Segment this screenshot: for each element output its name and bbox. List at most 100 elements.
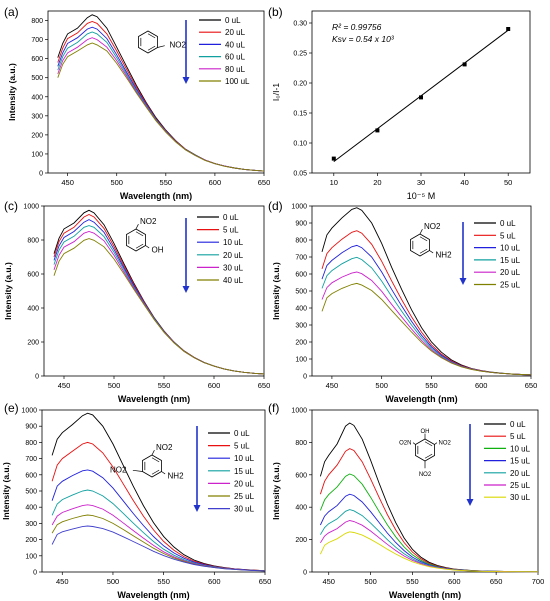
x-tick-label: 550 xyxy=(425,381,438,390)
y-tick-label: 700 xyxy=(31,37,43,44)
y-tick-label: 0.10 xyxy=(293,141,307,148)
legend-label: 10 uL xyxy=(234,454,255,463)
legend-label: 0 uL xyxy=(510,420,526,429)
ring-double-bond xyxy=(151,469,160,475)
y-tick-label: 800 xyxy=(27,238,39,245)
series-line-5 xyxy=(51,514,266,572)
y-axis-label: Intensity (a.u.) xyxy=(3,262,13,320)
panel-label: (d) xyxy=(268,199,283,213)
y-axis-label: I₀/I-1 xyxy=(271,83,281,101)
chart-panel-b: (b) 10 20 30 40 50 0.05 0.10 0.15 0.20 0.25 0.30 10⁻… xyxy=(268,5,531,201)
y-tick-label: 500 xyxy=(31,75,43,82)
x-tick-label: 30 xyxy=(417,178,425,187)
panel-label: (e) xyxy=(4,401,19,415)
quench-arrow-head xyxy=(182,77,190,84)
ksv-annotation: Ksv = 0.54 x 10³ xyxy=(332,34,395,44)
legend-label: 20 uL xyxy=(223,251,244,260)
y-tick-label: 100 xyxy=(295,357,307,364)
substituent-bond xyxy=(151,450,155,456)
y-tick-label: 500 xyxy=(295,289,307,296)
molecule-structure: NO2 NO2 NH2 xyxy=(110,443,184,481)
substituent-bond xyxy=(145,245,150,249)
quench-arrow-head xyxy=(193,505,201,512)
legend-label: 10 uL xyxy=(223,238,244,247)
substituent-bond xyxy=(135,224,139,230)
y-tick-label: 200 xyxy=(25,537,37,544)
plot-frame xyxy=(311,409,539,573)
y-tick-label: 600 xyxy=(27,272,39,279)
legend-label: 60 uL xyxy=(225,53,246,62)
x-tick-label: 600 xyxy=(209,178,222,187)
quench-arrow-head xyxy=(182,286,190,293)
x-axis-label: Wavelength (nm) xyxy=(117,590,189,600)
ring-double-bond xyxy=(419,248,428,254)
y-tick-label: 800 xyxy=(25,440,37,447)
y-tick-label: 1000 xyxy=(291,408,307,415)
chart-panel-a: (a) 450 500 550 600 650 0 100 200 300 400 500 600 700… xyxy=(4,5,270,201)
substituent-label: NH2 xyxy=(168,472,185,481)
x-tick-label: 500 xyxy=(110,178,123,187)
y-axis-label: Intensity (a.u.) xyxy=(271,262,281,320)
legend-label: 0 uL xyxy=(234,429,250,438)
y-tick-label: 200 xyxy=(295,537,307,544)
x-axis-label: Wavelength (nm) xyxy=(118,394,190,404)
legend-label: 30 uL xyxy=(510,493,531,502)
x-tick-label: 500 xyxy=(108,381,121,390)
panel-label: (f) xyxy=(268,401,279,415)
legend-label: 20 uL xyxy=(500,268,521,277)
y-tick-label: 0.05 xyxy=(293,171,307,178)
ring-double-bond xyxy=(135,243,144,249)
substituent-label: NH2 xyxy=(436,251,453,260)
y-tick-label: 500 xyxy=(25,489,37,496)
y-tick-label: 200 xyxy=(27,340,39,347)
substituent-label: O2N xyxy=(399,441,411,447)
ring-double-bond xyxy=(419,236,428,242)
legend-label: 0 uL xyxy=(500,219,516,228)
x-tick-label: 550 xyxy=(406,577,419,586)
x-tick-label: 550 xyxy=(160,178,173,187)
x-tick-label: 650 xyxy=(490,577,503,586)
y-tick-label: 800 xyxy=(295,238,307,245)
x-axis-label: Wavelength (nm) xyxy=(385,394,457,404)
x-tick-label: 650 xyxy=(258,178,271,187)
y-tick-label: 0.20 xyxy=(293,81,307,88)
legend: 0 uL 5 uL 10 uL 15 uL 20 uL 25 uL 30 uL xyxy=(484,420,531,502)
benzene-ring xyxy=(138,30,158,54)
y-tick-label: 200 xyxy=(295,340,307,347)
legend-label: 10 uL xyxy=(510,444,531,453)
x-tick-label: 600 xyxy=(208,577,221,586)
legend: 0 uL 5 uL 10 uL 15 uL 20 uL 25 uL 30 uL xyxy=(208,429,255,514)
y-tick-label: 0 xyxy=(33,570,37,577)
y-tick-label: 0 xyxy=(303,570,307,577)
series-line-6 xyxy=(319,531,539,573)
legend-label: 80 uL xyxy=(225,65,246,74)
substituent-label: NO2 xyxy=(110,466,127,475)
x-tick-label: 600 xyxy=(475,381,488,390)
substituent-bond xyxy=(412,442,416,445)
x-tick-label: 600 xyxy=(208,381,221,390)
x-tick-label: 500 xyxy=(375,381,388,390)
panel-label: (a) xyxy=(4,5,19,19)
legend-label: 5 uL xyxy=(500,231,516,240)
legend: 0 uL 20 uL 40 uL 60 uL 80 uL 100 uL xyxy=(199,16,250,86)
y-tick-label: 600 xyxy=(295,472,307,479)
r-squared-annotation: R² = 0.99756 xyxy=(332,22,382,32)
y-tick-label: 0.30 xyxy=(293,21,307,28)
y-axis-label: Intensity (a.u.) xyxy=(7,63,17,121)
chart-panel-e: (e) 450 500 550 600 650 0 100 200 300 400 500 600 700… xyxy=(1,401,271,600)
x-tick-label: 450 xyxy=(58,381,71,390)
x-tick-label: 10 xyxy=(330,178,338,187)
y-tick-label: 1000 xyxy=(291,204,307,211)
x-tick-label: 450 xyxy=(326,381,339,390)
legend-label: 0 uL xyxy=(225,16,241,25)
legend-label: 100 uL xyxy=(225,77,250,86)
molecule-structure: NO2 OH xyxy=(126,217,164,255)
x-tick-label: 40 xyxy=(460,178,468,187)
y-tick-label: 0 xyxy=(303,374,307,381)
x-tick-label: 500 xyxy=(364,577,377,586)
series-line-0 xyxy=(53,209,265,375)
x-tick-label: 450 xyxy=(322,577,335,586)
series-line-5 xyxy=(53,238,265,375)
legend-label: 25 uL xyxy=(500,281,521,290)
chart-panel-c: (c) 450 500 550 600 650 0 200 400 600 800 1000 Wavel… xyxy=(3,199,270,404)
